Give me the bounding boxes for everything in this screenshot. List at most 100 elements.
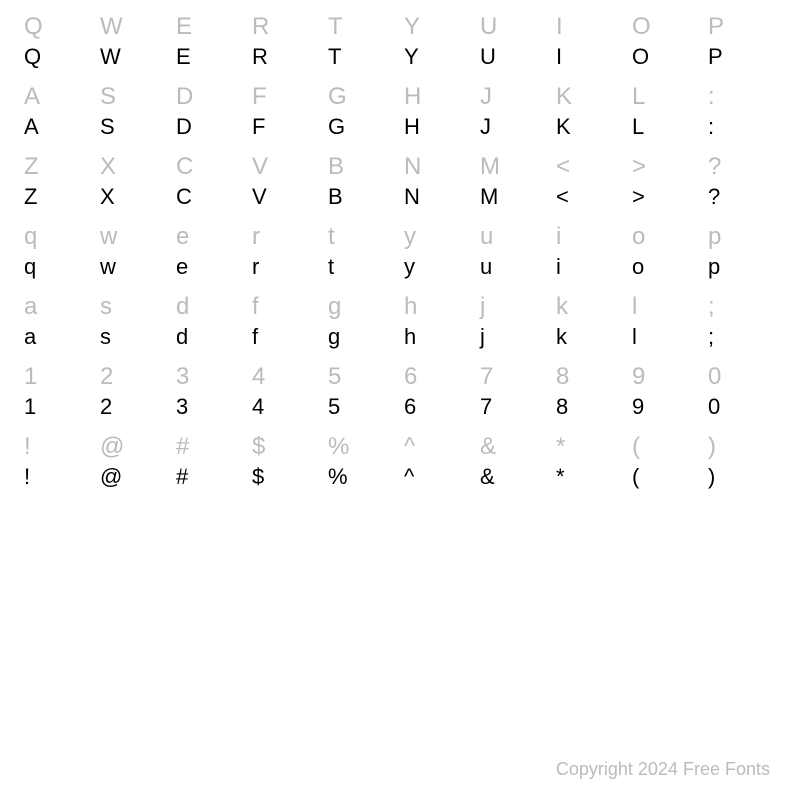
reference-char: d [176,290,189,324]
char-cell: 00 [704,360,780,430]
sample-char: k [556,324,567,350]
reference-char: ! [24,430,31,464]
reference-char: W [100,10,123,44]
sample-char: s [100,324,111,350]
char-cell: dd [172,290,248,360]
reference-char: h [404,290,417,324]
char-cell: MM [476,150,552,220]
sample-char: D [176,114,192,140]
reference-char: V [252,150,268,184]
sample-char: 8 [556,394,568,420]
char-cell: ll [628,290,704,360]
reference-char: F [252,80,267,114]
reference-char: L [632,80,645,114]
sample-char: u [480,254,492,280]
reference-char: X [100,150,116,184]
reference-char: y [404,220,416,254]
char-cell: 22 [96,360,172,430]
char-cell: ^^ [400,430,476,500]
sample-char: K [556,114,571,140]
reference-char: a [24,290,37,324]
sample-char: ( [632,464,639,490]
reference-char: l [632,290,637,324]
sample-char: J [480,114,491,140]
sample-char: N [404,184,420,210]
sample-char: t [328,254,334,280]
reference-char: p [708,220,721,254]
char-cell: @@ [96,430,172,500]
reference-char: 8 [556,360,569,394]
char-cell: KK [552,80,628,150]
char-cell: jj [476,290,552,360]
char-cell: WW [96,10,172,80]
sample-char: > [632,184,645,210]
char-cell: 33 [172,360,248,430]
char-cell: GG [324,80,400,150]
char-cell: ?? [704,150,780,220]
sample-char: p [708,254,720,280]
sample-char: M [480,184,498,210]
reference-char: j [480,290,485,324]
reference-char: 7 [480,360,493,394]
char-cell: 44 [248,360,324,430]
char-cell: && [476,430,552,500]
char-cell: XX [96,150,172,220]
sample-char: % [328,464,348,490]
char-cell: SS [96,80,172,150]
reference-char: q [24,220,37,254]
sample-char: ! [24,464,30,490]
char-cell: oo [628,220,704,290]
char-cell: CC [172,150,248,220]
char-cell: RR [248,10,324,80]
char-cell: UU [476,10,552,80]
char-cell: !! [20,430,96,500]
char-cell: EE [172,10,248,80]
reference-char: > [632,150,646,184]
reference-char: B [328,150,344,184]
sample-char: ; [708,324,714,350]
reference-char: $ [252,430,265,464]
sample-char: O [632,44,649,70]
char-cell: YY [400,10,476,80]
sample-char: 6 [404,394,416,420]
char-cell: ww [96,220,172,290]
sample-char: : [708,114,714,140]
char-cell: ss [96,290,172,360]
sample-char: U [480,44,496,70]
reference-char: 0 [708,360,721,394]
sample-char: h [404,324,416,350]
sample-char: & [480,464,495,490]
reference-char: S [100,80,116,114]
reference-char: < [556,150,570,184]
char-cell: PP [704,10,780,80]
char-cell: aa [20,290,96,360]
sample-char: $ [252,464,264,490]
char-cell: gg [324,290,400,360]
char-cell: ZZ [20,150,96,220]
sample-char: ? [708,184,720,210]
reference-char: ( [632,430,640,464]
char-cell: VV [248,150,324,220]
sample-char: w [100,254,116,280]
sample-char: G [328,114,345,140]
sample-char: e [176,254,188,280]
sample-char: 9 [632,394,644,420]
char-cell: ** [552,430,628,500]
reference-char: 2 [100,360,113,394]
reference-char: Z [24,150,39,184]
reference-char: * [556,430,565,464]
char-cell: II [552,10,628,80]
char-cell: (( [628,430,704,500]
sample-char: Q [24,44,41,70]
reference-char: g [328,290,341,324]
reference-char: 9 [632,360,645,394]
sample-char: E [176,44,191,70]
char-cell: LL [628,80,704,150]
sample-char: # [176,464,188,490]
reference-char: ^ [404,430,415,464]
char-cell: NN [400,150,476,220]
char-cell: HH [400,80,476,150]
reference-char: ) [708,430,716,464]
sample-char: I [556,44,562,70]
sample-char: g [328,324,340,350]
